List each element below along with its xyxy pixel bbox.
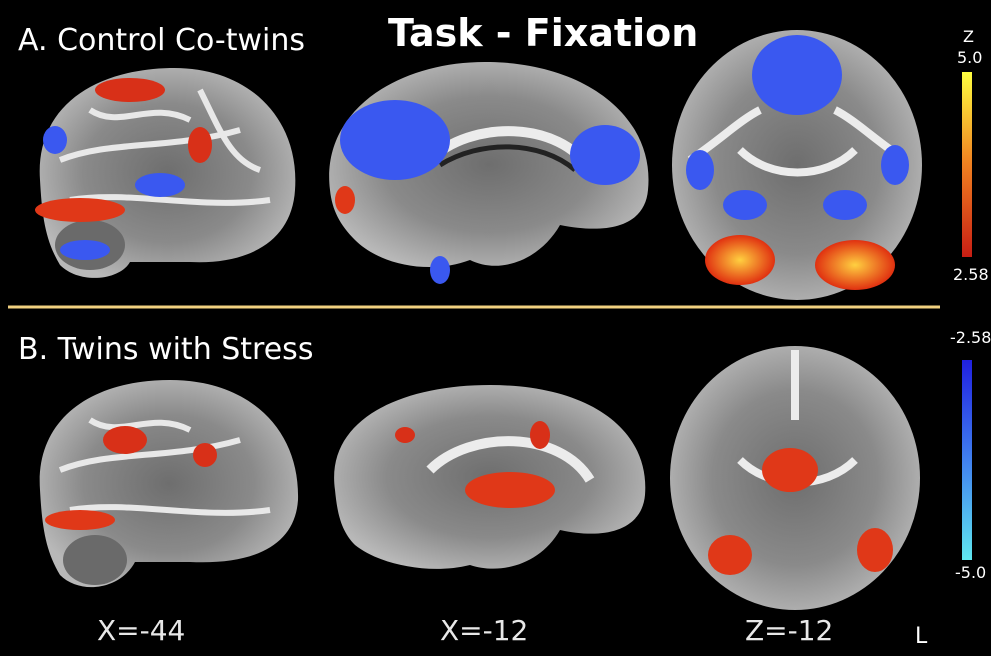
slice-coordinate: Z=-12	[745, 614, 833, 647]
colorbar-label: 2.58	[953, 265, 989, 284]
colorbar-label: -2.58	[950, 328, 991, 347]
brain-sagittal-lateral-a	[35, 68, 295, 278]
figure: Task - Fixation A. Control Co-twins B. T…	[0, 0, 991, 652]
slice-coordinate: X=-44	[97, 614, 185, 647]
colorbar-label: 5.0	[957, 48, 982, 67]
title: Task - Fixation	[388, 11, 698, 55]
brain-axial-b	[670, 346, 920, 610]
colorbar-label: -5.0	[955, 563, 986, 582]
slice-coordinate: X=-12	[440, 614, 528, 647]
colorbar-title: Z	[963, 27, 974, 46]
panel-label: A. Control Co-twins	[18, 23, 305, 58]
panel-label: B. Twins with Stress	[18, 332, 313, 367]
brain-axial-a	[672, 30, 922, 300]
orientation-label: L	[915, 624, 928, 649]
colorbar-positive	[962, 72, 972, 257]
colorbar-negative	[962, 360, 972, 560]
